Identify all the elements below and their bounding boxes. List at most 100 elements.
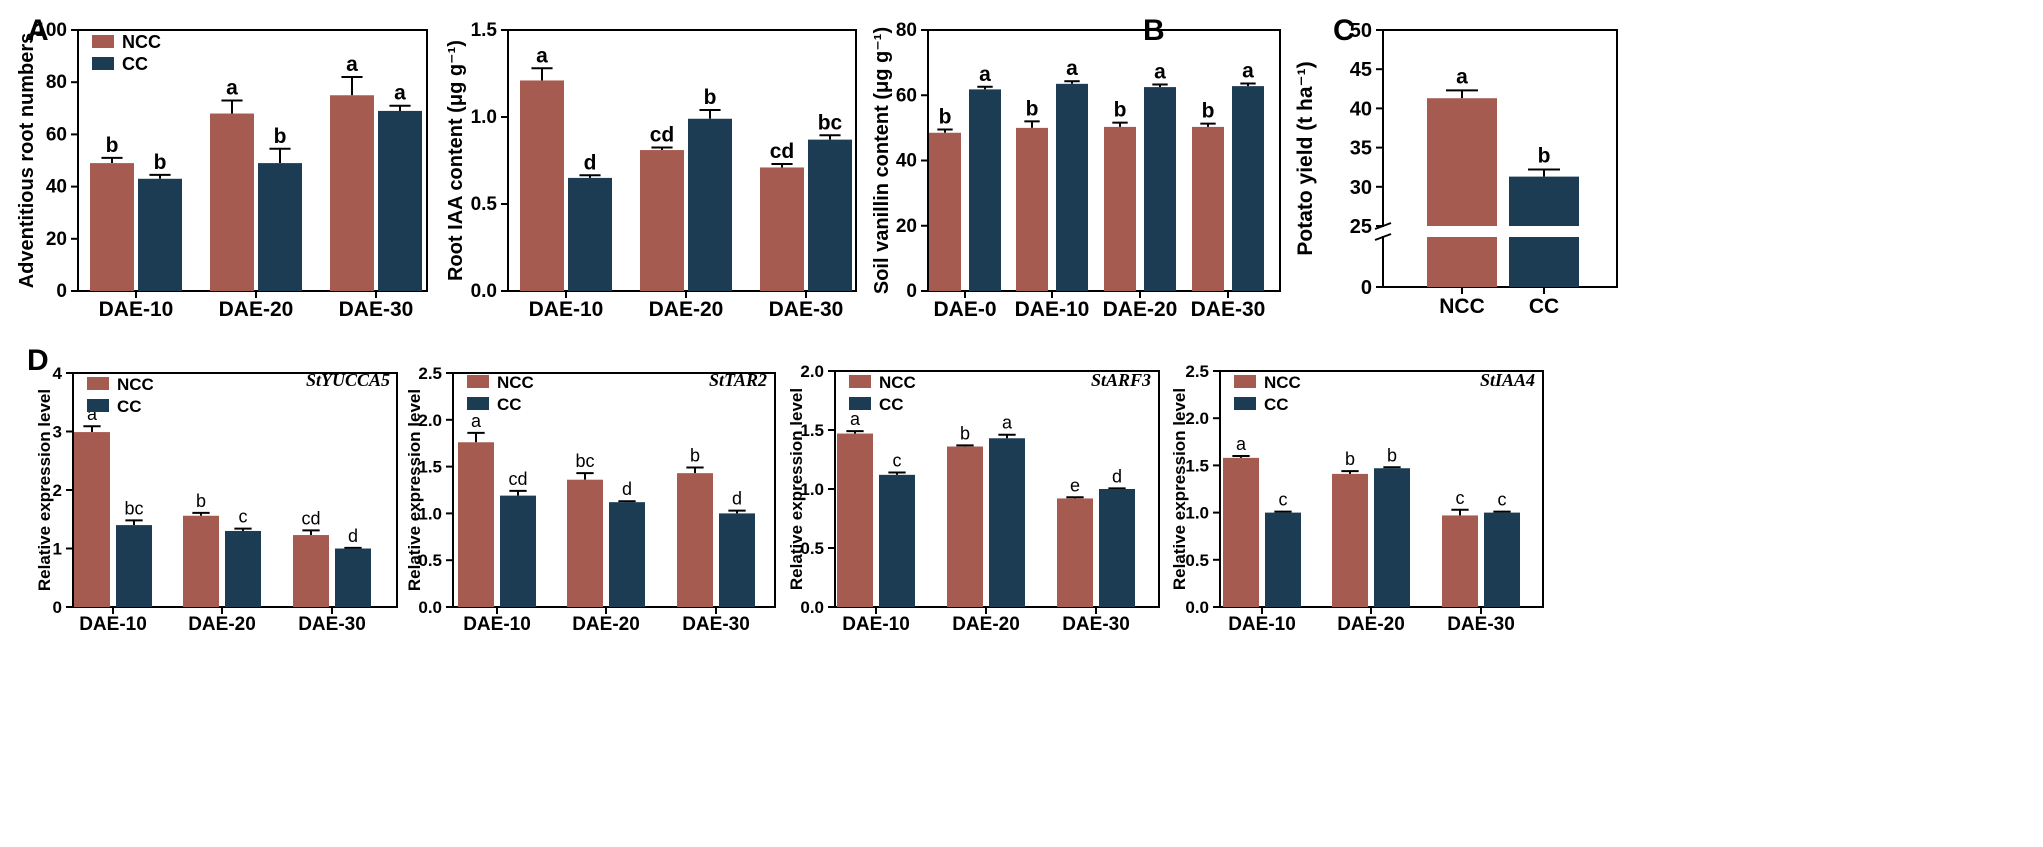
y-axis-label: Relative expression level [35,389,54,591]
significance-letter: d [1112,466,1122,486]
significance-letter: a [471,411,482,431]
bar-ncc [640,150,684,291]
legend-swatch-cc [849,397,871,410]
axis-break-mark [1374,222,1392,230]
legend-swatch-cc [87,399,109,412]
significance-letter: a [850,409,861,429]
significance-letter: a [346,53,358,76]
chart-d4: 0.0 0.5 1.0 1.5 2.0 2.5 Relative expression le… [1170,362,1544,635]
x-tick-label: DAE-30 [769,298,844,321]
x-tick-label: DAE-30 [339,298,414,321]
significance-letter: a [394,82,406,105]
legend-label: NCC [497,373,534,392]
gene-name: StTAR2 [709,370,767,390]
x-tick-label: DAE-30 [1191,298,1266,321]
significance-letter: b [1026,97,1039,120]
x-tick-label: DAE-10 [529,298,604,321]
y-axis-label: Adventitious root numbers [16,33,38,289]
y-tick-label: 1.5 [418,458,442,477]
bar-cc [1056,83,1088,291]
significance-letter: c [1498,490,1507,510]
bar-cc [378,110,422,291]
y-tick-label: 0.5 [1185,551,1209,570]
y-tick-label: 1.0 [418,504,442,523]
y-tick-label: 100 [35,20,67,41]
significance-letter: e [1070,475,1080,495]
bar-cc [969,89,1001,291]
axis-break-mark [1374,233,1392,241]
significance-letter: b [274,125,287,148]
y-tick-label: 2.0 [1185,409,1209,428]
legend-swatch-ncc [92,35,114,48]
bar-ncc [330,95,374,291]
y-tick-label: 2.0 [800,362,824,381]
legend-label: NCC [122,32,161,52]
y-tick-label: 80 [46,72,67,93]
panel-letter-d: D [27,344,49,377]
bar-ncc [1104,126,1136,292]
x-tick-label: DAE-10 [1015,298,1090,321]
significance-letter: a [1066,57,1078,80]
significance-letter: bc [124,498,143,518]
significance-letter: c [1279,490,1288,510]
bar-cc [719,513,755,607]
bar-ncc [677,473,713,607]
y-tick-label: 2 [53,481,62,500]
significance-letter: a [226,76,238,99]
panel-letter-b: B [1143,14,1165,47]
significance-letter: a [1456,65,1468,88]
gene-name: StARF3 [1091,370,1151,390]
y-tick-label: 25 [1350,216,1372,238]
bar-cc [609,502,645,607]
x-tick-label: DAE-20 [1337,614,1405,635]
significance-letter: b [939,106,952,129]
bar-ncc [947,446,983,607]
y-tick-label: 80 [896,20,917,41]
chart-d3: 0.0 0.5 1.0 1.5 2.0 Relative expression level… [787,362,1160,635]
bar-ncc [183,515,219,607]
y-tick-label: 0.0 [800,598,824,617]
y-tick-label: 0.5 [471,194,498,215]
x-tick-label: DAE-10 [79,614,147,635]
legend-swatch-cc [1234,397,1256,410]
bar-cc [1099,489,1135,607]
significance-letter: a [979,63,991,86]
significance-letter: b [704,86,717,109]
bar-cc [138,178,182,291]
y-axis-label: Relative expression level [1170,388,1189,590]
significance-letter: a [536,44,548,67]
bar-cc [568,177,612,291]
significance-letter: cd [770,140,795,163]
bar-cc [335,548,371,607]
significance-letter: b [1538,145,1551,168]
significance-letter: d [622,479,632,499]
significance-letter: b [690,446,700,466]
significance-letter: bc [818,111,843,134]
legend-label: NCC [117,375,154,394]
significance-letter: a [87,404,98,424]
y-tick-label: 50 [1350,20,1372,42]
gene-name: StIAA4 [1480,370,1535,390]
significance-letter: b [196,491,206,511]
bar-ncc [1442,515,1478,607]
y-tick-label: 60 [46,124,67,145]
significance-letter: b [1345,449,1355,469]
bar-ncc [760,167,804,291]
y-tick-label: 0.0 [471,281,497,302]
y-tick-label: 35 [1350,138,1372,160]
y-tick-label: 2.0 [418,411,442,430]
y-tick-label: 20 [896,216,917,237]
significance-letter: b [1114,99,1127,122]
bar-cc [688,118,732,292]
bar-ncc [567,479,603,607]
bar-ncc [837,433,873,607]
bar-ncc [520,80,564,292]
bar-ncc [1016,127,1048,291]
bar-ncc-upper [1427,98,1497,226]
bar-ncc [90,163,134,291]
y-tick-label: 2.5 [418,364,442,383]
significance-letter: a [1242,60,1254,83]
